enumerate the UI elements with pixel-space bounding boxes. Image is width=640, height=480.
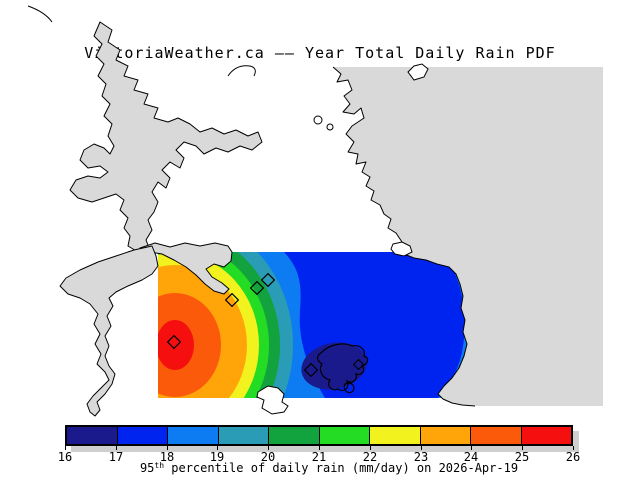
colorbar-tick — [268, 446, 269, 450]
colorbar-label-25: 25 — [514, 450, 530, 464]
station-marker — [224, 292, 240, 308]
colorbar-label-19: 19 — [209, 450, 225, 464]
station-marker — [249, 280, 265, 296]
contour-band-16-17 — [301, 342, 367, 390]
colorbar — [65, 425, 573, 446]
colorbar-segment-25-26 — [520, 427, 571, 444]
water-saanich-inlet — [69, 21, 263, 253]
colorbar-segment-16-17 — [67, 427, 117, 444]
colorbar-segment-19-20 — [217, 427, 268, 444]
colorbar-segment-24-25 — [470, 427, 521, 444]
contour-band-25-26 — [158, 320, 194, 370]
water-haro-strait — [333, 67, 603, 406]
colorbar-tick — [522, 446, 523, 450]
water-gorge-arm — [59, 245, 159, 417]
colorbar-tick — [217, 446, 218, 450]
station-marker — [166, 334, 182, 350]
island-sidney — [407, 63, 429, 81]
colorbar-segment-17-18 — [116, 427, 167, 444]
colorbar-segment-23-24 — [419, 427, 470, 444]
colorbar-tick — [421, 446, 422, 450]
colorbar-label-18: 18 — [159, 450, 175, 464]
islet-2 — [326, 123, 334, 131]
colorbar-label-26: 26 — [565, 450, 581, 464]
colorbar-tick — [370, 446, 371, 450]
colorbar-segment-22-23 — [369, 427, 420, 444]
station-marker — [303, 362, 319, 378]
caption-prefix: 95 — [139, 461, 155, 475]
colorbar-tick — [319, 446, 320, 450]
page-title: VictoriaWeather.ca —— Year Total Daily R… — [84, 44, 556, 62]
colorbar-segment-18-19 — [167, 427, 218, 444]
colorbar-label-23: 23 — [413, 450, 429, 464]
colorbar-tick — [65, 446, 66, 450]
lake-islet-marker — [352, 358, 365, 371]
colorbar-label-16: 16 — [57, 450, 73, 464]
water-harbour-mouth — [139, 242, 233, 295]
coastline-fragment-nw — [27, 5, 256, 77]
lake-outline — [316, 343, 369, 394]
colorbar-label-20: 20 — [260, 450, 276, 464]
colorbar-tick — [167, 446, 168, 450]
colorbar-label-21: 21 — [311, 450, 327, 464]
colorbar-label-24: 24 — [463, 450, 479, 464]
colorbar-tick — [573, 446, 574, 450]
caption-rest: percentile of daily rain (mm/day) on 202… — [164, 461, 519, 475]
colorbar-segment-20-21 — [268, 427, 319, 444]
island-james — [390, 241, 413, 257]
colorbar-tick — [116, 446, 117, 450]
colorbar-label-17: 17 — [108, 450, 124, 464]
caption-superscript: th — [154, 461, 165, 470]
station-marker — [260, 272, 276, 288]
coastline-peninsula-east — [332, 66, 476, 407]
colorbar-segment-21-22 — [318, 427, 369, 444]
island-trial — [256, 385, 289, 415]
colorbar-tick — [471, 446, 472, 450]
islet-1 — [313, 115, 323, 125]
colorbar-caption: 95th percentile of daily rain (mm/day) o… — [65, 461, 593, 475]
colorbar-label-22: 22 — [362, 450, 378, 464]
station-markers — [166, 272, 319, 378]
